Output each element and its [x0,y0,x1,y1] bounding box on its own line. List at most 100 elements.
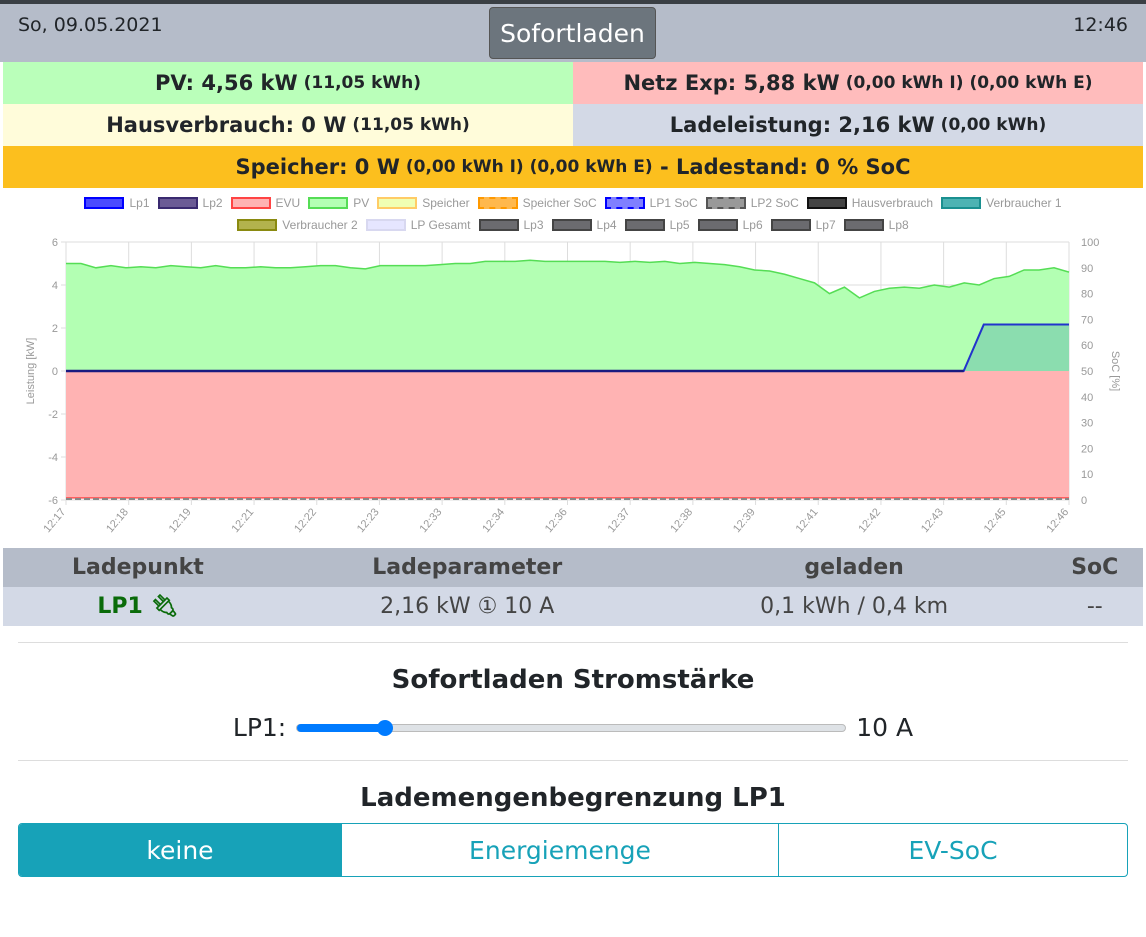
option-energiemenge[interactable]: Energiemenge [342,824,779,876]
legend-swatch-icon [478,219,519,231]
legend-label: Lp4 [596,218,617,232]
x-tick-label: 12:46 [1044,506,1071,535]
legend-item[interactable]: Lp5 [624,218,690,232]
x-tick-label: 12:37 [606,506,633,535]
speicher-energy: (0,00 kWh I) (0,00 kWh E) [405,157,653,177]
legend-item[interactable]: Verbraucher 2 [237,218,358,232]
legend-item[interactable]: Speicher SoC [477,196,597,210]
haus-energy: (11,05 kWh) [352,115,470,135]
legend-label: Lp7 [815,218,836,232]
legend-item[interactable]: LP Gesamt [365,218,471,232]
legend-item[interactable]: Lp6 [697,218,763,232]
legend-item[interactable]: Lp1 [84,196,150,210]
y2-tick-label: 80 [1081,289,1093,301]
x-tick-label: 12:33 [418,506,445,535]
y2-tick-label: 30 [1081,418,1093,430]
y-axis-label: Leistung [kW] [25,338,37,405]
legend-item[interactable]: Lp8 [843,218,909,232]
legend-label: Speicher [422,196,470,210]
legend-label: Hausverbrauch [851,196,934,210]
ladeparameter-cell: 2,16 kW ① 10 A [272,587,662,626]
legend-label: Speicher SoC [522,196,597,210]
legend-label: Verbraucher 1 [986,196,1062,210]
legend-item[interactable]: Hausverbrauch [806,196,934,210]
col-header: SoC [1046,548,1143,587]
current-slider-row: LP1: 10 A [0,705,1146,760]
lade-energy: (0,00 kWh) [940,115,1047,135]
legend-swatch-icon [806,197,847,209]
x-tick-label: 12:41 [794,506,821,535]
legend-item[interactable]: LP2 SoC [705,196,799,210]
legend-swatch-icon [705,197,746,209]
legend-item[interactable]: Lp4 [551,218,617,232]
legend-item[interactable]: LP1 SoC [604,196,698,210]
legend-swatch-icon [365,219,406,231]
divider [18,642,1128,643]
x-tick-label: 12:21 [229,506,256,535]
y-tick-label: 2 [52,323,58,335]
y-tick-label: 6 [52,237,58,249]
x-tick-label: 12:23 [355,506,382,535]
x-tick-label: 12:22 [292,506,319,535]
current-slider[interactable] [296,719,847,736]
legend-label: Verbraucher 2 [282,218,358,232]
chart-legend: Lp1 Lp2 EVU PV Speicher Speicher SoC LP1 SoC LP… [0,196,1146,210]
x-tick-label: 12:39 [731,506,758,535]
date: So, 09.05.2021 [18,14,163,36]
legend-label: Lp8 [888,218,909,232]
legend-swatch-icon [604,197,645,209]
chart-canvas: 12:17 12:18 12:19 12:21 12:22 12:23 12:33 12:34… [25,237,1121,535]
x-tick-label: 12:18 [104,506,131,535]
slider-thumb[interactable] [376,719,393,736]
legend-item[interactable]: EVU [230,196,300,210]
legend-item[interactable]: Speicher [377,196,470,210]
lp1-area [963,324,1069,371]
legend-label: Lp1 [129,196,150,210]
y-tick-label: -4 [48,452,58,464]
col-header: Ladeparameter [272,548,662,587]
pv-area [66,260,1069,371]
x-tick-label: 12:36 [543,506,570,535]
ladepunkt-cell[interactable]: LP1 🔌︎ [3,587,273,626]
mode-button[interactable]: Sofortladen [489,7,656,59]
col-header: Ladepunkt [3,548,273,587]
legend-item[interactable]: Verbraucher 1 [941,196,1062,210]
legend-swatch-icon [157,197,198,209]
x-tick-label: 12:42 [856,506,883,535]
haus-value: Hausverbrauch: 0 W [106,113,347,137]
option-keine[interactable]: keine [19,824,342,876]
x-tick-label: 12:38 [668,506,695,535]
plug-icon: 🔌︎ [150,594,179,619]
legend-swatch-icon [237,219,278,231]
table-row: LP1 🔌︎ 2,16 kW ① 10 A 0,1 kWh / 0,4 km -… [3,587,1143,626]
evu-area [66,371,1069,498]
y-tick-label: -2 [48,409,58,421]
y2-axis-label: SoC [%] [1109,351,1121,391]
option-ev-soc[interactable]: EV-SoC [908,835,998,865]
legend-item[interactable]: PV [308,196,369,210]
y2-tick-label: 90 [1081,263,1093,275]
legend-label: PV [353,196,370,210]
legend-label: LP1 SoC [649,196,698,210]
soc-cell: -- [1046,587,1143,626]
geladen-cell: 0,1 kWh / 0,4 km [661,587,1047,626]
y-tick-label: 0 [52,366,58,378]
legend-swatch-icon [477,197,518,209]
y2-tick-label: 40 [1081,392,1093,404]
y2-tick-label: 60 [1081,340,1093,352]
legend-item[interactable]: Lp7 [770,218,836,232]
speicher-value: Speicher: 0 W [235,155,400,179]
divider [18,760,1128,761]
legend-label: Lp6 [742,218,763,232]
legend-item[interactable]: Lp3 [478,218,544,232]
legend-swatch-icon [551,219,592,231]
legend-swatch-icon [308,197,349,209]
legend-swatch-icon [84,197,125,209]
y2-tick-label: 20 [1081,443,1093,455]
legend-label: LP Gesamt [410,218,471,232]
header: So, 09.05.2021 Sofortladen 12:46 [0,4,1146,62]
legend-item[interactable]: Lp2 [157,196,223,210]
legend-swatch-icon [770,219,811,231]
slider-label: LP1: [232,713,287,742]
x-tick-label: 12:17 [41,506,68,535]
